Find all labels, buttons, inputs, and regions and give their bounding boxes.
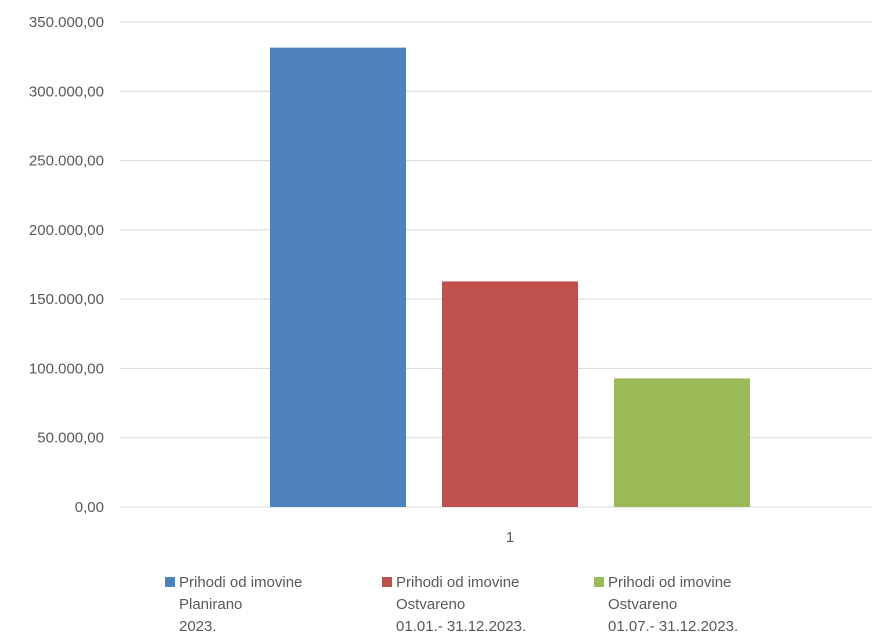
y-tick-label: 350.000,00 xyxy=(29,14,104,31)
y-tick-label: 300.000,00 xyxy=(29,83,104,100)
y-tick-label: 100.000,00 xyxy=(29,360,104,377)
legend-label-line: Ostvareno xyxy=(396,596,466,613)
y-tick-label: 150.000,00 xyxy=(29,291,104,308)
legend-label: Prihodi od imovine Ostvareno 01.01.- 31.12… xyxy=(396,572,526,638)
bar-chart: 0,00 50.000,00 100.000,00 150.000,00 200.000… xyxy=(29,14,872,546)
legend-label-line: Prihodi od imovine xyxy=(179,574,303,591)
legend-label-line: Planirano xyxy=(179,596,243,613)
bar-series-3 xyxy=(614,378,750,507)
legend-label-line: 2023. xyxy=(179,618,217,635)
legend-label: Prihodi od imovine Ostvareno 01.07.- 31.12… xyxy=(608,572,738,638)
legend-swatch xyxy=(382,577,392,587)
legend-swatch xyxy=(594,577,604,587)
legend-label-line: Prihodi od imovine xyxy=(608,574,732,591)
y-tick-label: 50.000,00 xyxy=(37,430,104,447)
bars xyxy=(270,47,750,508)
legend: Prihodi od imovine Planirano 2023. Prihodi … xyxy=(0,572,889,638)
legend-label-line: 01.07.- 31.12.2023. xyxy=(608,618,739,635)
legend-label-line: 01.01.- 31.12.2023. xyxy=(396,618,527,635)
y-tick-label: 0,00 xyxy=(75,499,104,516)
bar-series-2 xyxy=(442,281,578,507)
y-axis: 0,00 50.000,00 100.000,00 150.000,00 200.000… xyxy=(29,14,104,516)
legend-label: Prihodi od imovine Planirano 2023. xyxy=(179,572,302,638)
legend-label-line: Prihodi od imovine xyxy=(396,574,520,591)
x-axis: 1 xyxy=(506,529,514,546)
bar-series-1 xyxy=(270,47,406,508)
y-tick-label: 200.000,00 xyxy=(29,222,104,239)
legend-label-line: Ostvareno xyxy=(608,596,678,613)
legend-swatch xyxy=(165,577,175,587)
x-tick-label: 1 xyxy=(506,529,514,546)
y-tick-label: 250.000,00 xyxy=(29,153,104,170)
